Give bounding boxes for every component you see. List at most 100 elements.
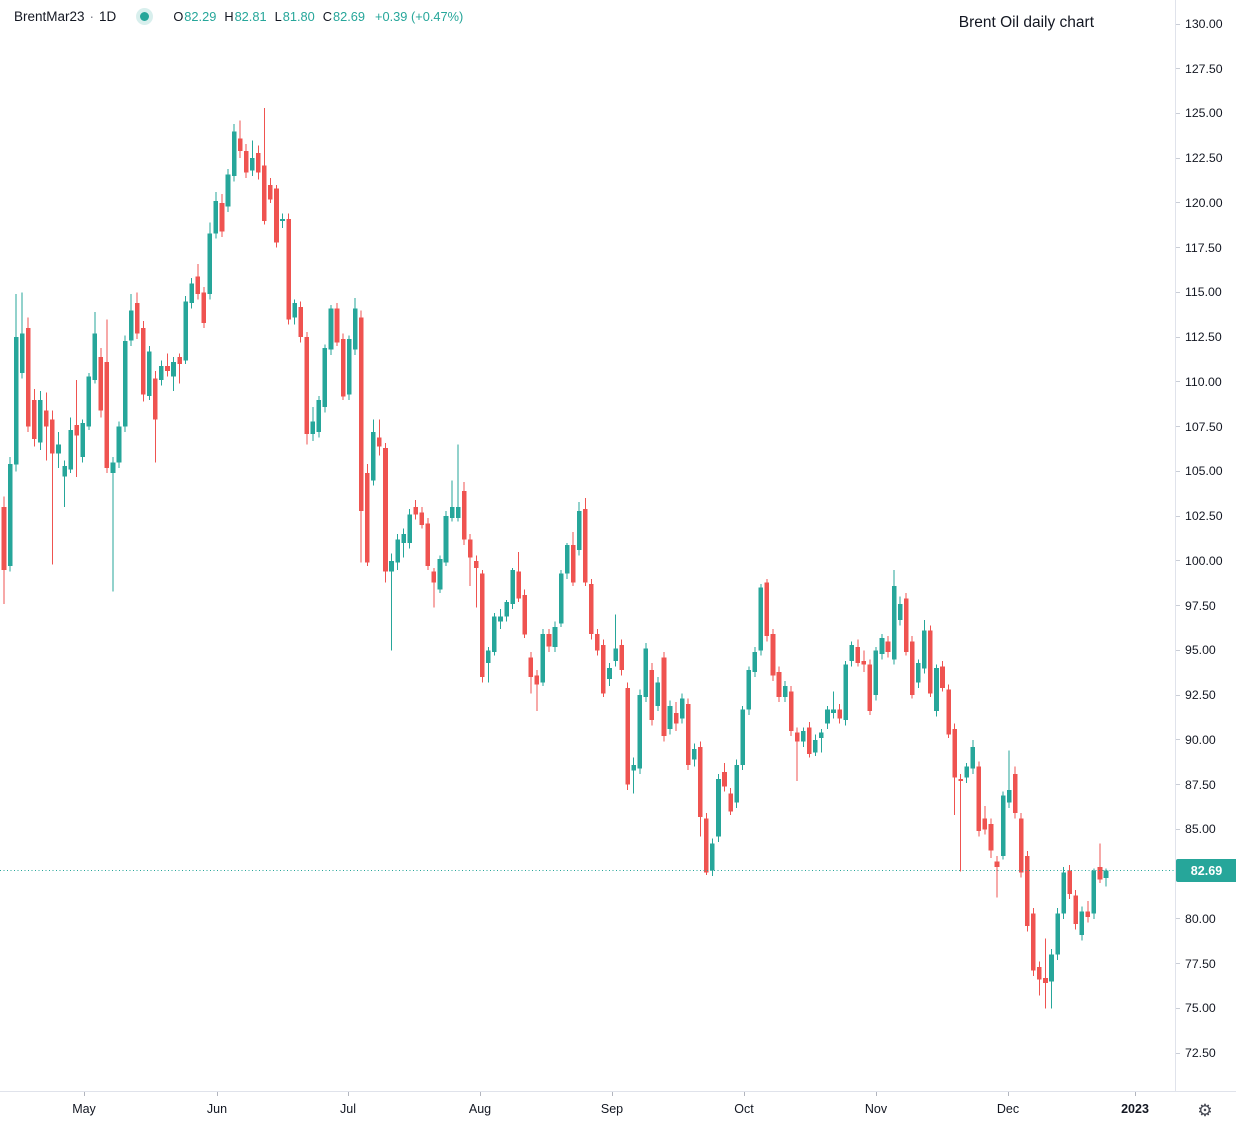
time-axis-label-may: May bbox=[72, 1102, 96, 1116]
candle bbox=[467, 534, 473, 586]
time-axis[interactable]: ⚙ May Jun Jul Aug Sep Oct Nov Dec 2023 bbox=[0, 1091, 1236, 1130]
time-axis-label-nov: Nov bbox=[864, 1102, 888, 1116]
time-axis-label-jun: Jun bbox=[206, 1102, 228, 1116]
candle bbox=[1055, 908, 1060, 960]
chart-plot-area[interactable]: BrentMar23 · 1D O 82.29 H 82.81 L 81.80 C 82… bbox=[0, 0, 1175, 1091]
candle bbox=[1037, 961, 1042, 996]
price-axis-tick bbox=[1176, 202, 1180, 204]
candle bbox=[141, 321, 146, 402]
price-axis-label: 95.00 bbox=[1185, 643, 1216, 658]
price-axis-label: 97.50 bbox=[1185, 598, 1216, 613]
candle bbox=[110, 457, 116, 592]
candle bbox=[116, 421, 122, 468]
candle bbox=[940, 661, 945, 692]
candle bbox=[589, 578, 594, 640]
legend: BrentMar23 · 1D O 82.29 H 82.81 L 81.80 C 82… bbox=[14, 9, 463, 24]
last-price-label: 82.69 bbox=[1176, 859, 1236, 883]
price-axis-tick bbox=[1176, 426, 1180, 428]
candle bbox=[383, 442, 388, 583]
candle bbox=[819, 729, 824, 753]
candle bbox=[1061, 866, 1066, 919]
candle bbox=[32, 389, 37, 447]
candle bbox=[425, 517, 431, 570]
candle bbox=[788, 686, 794, 737]
candle bbox=[619, 639, 624, 676]
candle bbox=[358, 310, 364, 563]
candle bbox=[1067, 865, 1072, 900]
candle bbox=[922, 619, 927, 674]
low-label: L bbox=[274, 9, 282, 24]
candle bbox=[1, 496, 7, 604]
price-axis-tick bbox=[1176, 560, 1180, 562]
price-axis-tick bbox=[1176, 157, 1180, 159]
price-axis-label: 112.50 bbox=[1185, 330, 1222, 345]
candle bbox=[25, 317, 31, 432]
candle bbox=[431, 568, 437, 608]
candle bbox=[474, 555, 479, 608]
time-axis-label-2023: 2023 bbox=[1121, 1102, 1149, 1116]
price-axis-tick bbox=[1176, 649, 1180, 651]
candle bbox=[576, 501, 582, 556]
candle bbox=[849, 641, 854, 667]
candle bbox=[328, 305, 334, 356]
candle bbox=[213, 192, 219, 239]
candle bbox=[56, 432, 61, 468]
candle bbox=[897, 596, 903, 626]
candle bbox=[98, 347, 104, 418]
market-status-dot-icon bbox=[140, 12, 150, 21]
price-axis-label: 115.00 bbox=[1185, 285, 1222, 300]
symbol-name: BrentMar23 bbox=[14, 9, 85, 24]
candle bbox=[752, 646, 758, 678]
interval-label: 1D bbox=[99, 9, 117, 24]
candle bbox=[68, 417, 73, 474]
price-axis-tick bbox=[1176, 381, 1180, 383]
candle bbox=[74, 380, 79, 477]
candle bbox=[661, 652, 667, 742]
candle bbox=[613, 614, 618, 667]
candle bbox=[195, 263, 201, 300]
candle bbox=[813, 734, 818, 756]
price-axis-label: 117.50 bbox=[1185, 240, 1222, 255]
candle bbox=[177, 353, 182, 384]
low-value: 81.80 bbox=[282, 9, 315, 24]
candle bbox=[807, 721, 812, 758]
candle bbox=[867, 659, 873, 715]
time-axis-tick bbox=[84, 1092, 85, 1096]
candle bbox=[794, 727, 800, 781]
candle bbox=[510, 568, 515, 610]
settings-gear-icon[interactable]: ⚙ bbox=[1192, 1098, 1218, 1124]
candle bbox=[1079, 906, 1085, 941]
candle bbox=[740, 705, 745, 771]
price-axis-label: 72.50 bbox=[1185, 1046, 1216, 1060]
price-axis-label: 107.50 bbox=[1185, 419, 1223, 434]
candle bbox=[1091, 868, 1097, 919]
price-axis-tick bbox=[1176, 739, 1180, 741]
candle bbox=[1073, 890, 1078, 930]
candlestick-chart[interactable] bbox=[0, 0, 1175, 1091]
candle bbox=[274, 185, 279, 248]
time-axis-label-sep: Sep bbox=[600, 1102, 624, 1116]
candle bbox=[219, 194, 225, 237]
candle bbox=[62, 460, 67, 508]
price-axis-tick bbox=[1176, 23, 1180, 25]
candle bbox=[994, 856, 1000, 898]
candle bbox=[1025, 850, 1030, 932]
candle bbox=[637, 689, 643, 774]
candle bbox=[879, 634, 885, 660]
time-axis-label-oct: Oct bbox=[734, 1102, 754, 1116]
candle bbox=[685, 698, 691, 771]
candle bbox=[413, 500, 418, 520]
candle bbox=[534, 670, 540, 712]
price-axis-label: 102.50 bbox=[1185, 509, 1223, 524]
price-axis-tick bbox=[1176, 694, 1180, 696]
candle bbox=[310, 407, 316, 441]
close-label: C bbox=[322, 9, 332, 24]
candle bbox=[377, 419, 382, 456]
candle bbox=[982, 806, 988, 835]
candle bbox=[692, 743, 697, 767]
candle bbox=[843, 661, 848, 726]
candle bbox=[237, 120, 243, 159]
price-axis[interactable]: 130.00 127.50 125.00 122.50 120.00 117.50 115.… bbox=[1175, 0, 1236, 1091]
candle bbox=[552, 621, 558, 653]
